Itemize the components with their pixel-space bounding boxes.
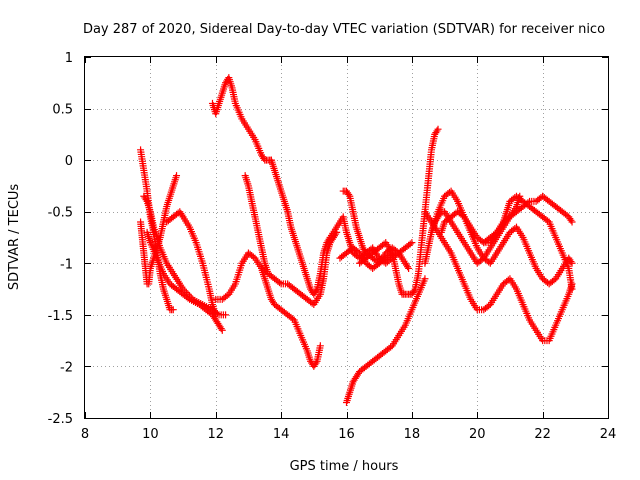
data-point — [222, 311, 230, 319]
y-tick-label: -0.5 — [48, 206, 73, 221]
data-point — [178, 211, 186, 219]
data-point — [275, 279, 283, 287]
data-point — [308, 299, 316, 307]
data-point — [387, 343, 395, 351]
series-track-19 — [480, 192, 576, 293]
data-point — [142, 196, 150, 204]
data-point — [485, 302, 493, 310]
data-point — [445, 188, 453, 196]
data-point — [504, 276, 512, 284]
chart-title: Day 287 of 2020, Sidereal Day-to-day VTE… — [83, 22, 605, 37]
axis-ticks: 8 10 12 14 16 18 20 22 24 1 0.5 0 -0.5 -1 -1.5 -2 -2.5 — [48, 51, 617, 442]
data-point — [223, 292, 231, 300]
y-tick-label: 0.5 — [52, 103, 73, 118]
data-point — [491, 230, 499, 238]
data-point — [393, 248, 401, 256]
data-point — [316, 342, 324, 350]
y-tick-label: -1.5 — [48, 309, 73, 324]
data-point — [212, 311, 220, 319]
data-point — [567, 216, 575, 224]
data-point — [568, 218, 576, 226]
data-point — [354, 248, 362, 256]
data-point — [485, 258, 493, 266]
data-point — [550, 276, 558, 284]
data-point — [184, 294, 192, 302]
data-point — [434, 125, 442, 133]
series-track-4 — [143, 228, 226, 334]
x-tick-label: 24 — [600, 427, 617, 442]
y-tick-label: 0 — [65, 154, 73, 169]
x-tick-label: 22 — [534, 427, 551, 442]
data-points — [137, 74, 576, 407]
y-tick-label: -2 — [60, 360, 73, 375]
data-point — [312, 287, 320, 295]
plot-frame — [84, 56, 609, 419]
data-point — [312, 359, 320, 367]
data-point — [406, 240, 414, 248]
x-tick-label: 20 — [469, 427, 486, 442]
data-point — [380, 240, 388, 248]
data-point — [511, 224, 519, 232]
x-tick-label: 8 — [81, 427, 89, 442]
data-point — [249, 253, 257, 261]
data-point — [405, 264, 413, 272]
series-track-7 — [267, 156, 334, 298]
series-track-9 — [241, 172, 341, 309]
data-point — [169, 306, 177, 314]
y-tick-label: 1 — [65, 51, 73, 66]
series-track-8 — [212, 249, 324, 370]
data-point — [218, 326, 226, 334]
data-point — [345, 191, 353, 199]
x-tick-label: 12 — [207, 427, 224, 442]
y-tick-label: -2.5 — [48, 412, 73, 427]
x-tick-label: 16 — [338, 427, 355, 442]
series-track-5 — [163, 208, 220, 319]
series-track-12 — [339, 187, 396, 267]
data-point — [404, 263, 412, 271]
data-point — [408, 239, 416, 247]
y-tick-label: -1 — [60, 257, 73, 272]
x-tick-label: 14 — [273, 427, 290, 442]
data-point — [433, 127, 441, 135]
data-point — [410, 287, 418, 295]
data-point — [173, 172, 181, 180]
y-axis-title: SDTVAR / TECUs — [7, 184, 22, 291]
x-tick-label: 18 — [404, 427, 421, 442]
x-axis-title: GPS time / hours — [290, 459, 399, 474]
data-point — [568, 285, 576, 293]
x-tick-label: 10 — [142, 427, 159, 442]
data-point — [217, 325, 225, 333]
data-point — [421, 275, 429, 283]
series-track-14 — [356, 125, 442, 298]
data-point — [568, 259, 576, 267]
series-track-13 — [343, 275, 429, 407]
series-track-6 — [208, 74, 275, 164]
